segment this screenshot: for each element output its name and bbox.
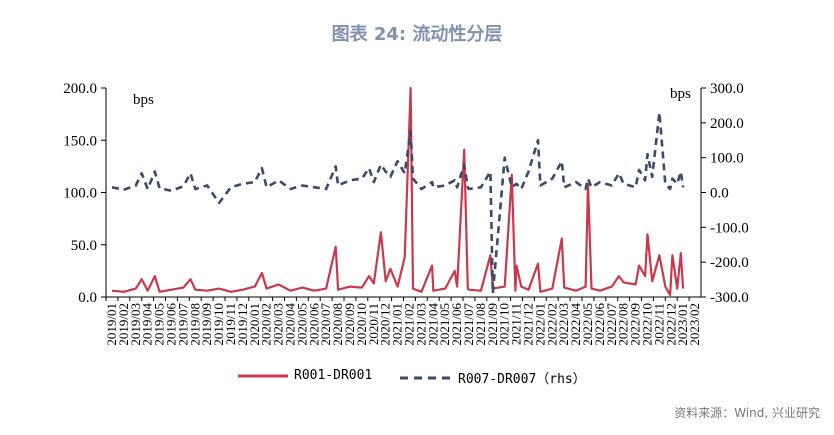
x-tick-label: 2020/01 (247, 303, 262, 346)
legend-item-r007-dr007: R007-DR007（rhs） (400, 368, 586, 387)
legend-swatch-dashed (400, 376, 452, 379)
x-tick-label: 2019/10 (211, 303, 226, 346)
x-tick-label: 2020/03 (271, 303, 286, 346)
series-line-r007-dr007 (111, 111, 685, 295)
chart-title: 图表 24: 流动性分层 (331, 24, 503, 45)
x-tick-label: 2022/04 (568, 303, 583, 346)
x-tick-label: 2023/01 (675, 303, 690, 346)
y-right-tick-label: 100.0 (710, 151, 744, 167)
x-tick-label: 2020/04 (282, 303, 297, 346)
x-tick-label: 2021/03 (413, 303, 428, 346)
y-left-unit: bps (133, 92, 154, 108)
y-right-tick-label: 300.0 (710, 81, 744, 97)
y-right-tick-label: -100.0 (710, 220, 749, 236)
x-tick-label: 2022/11 (651, 303, 666, 345)
x-tick-label: 2019/12 (235, 303, 250, 346)
x-tick-label: 2019/07 (175, 303, 190, 346)
x-tick-label: 2022/07 (604, 303, 619, 346)
legend: R001-DR001 R007-DR007（rhs） (0, 368, 834, 390)
x-tick-label: 2021/05 (437, 303, 452, 346)
x-tick-label: 2019/02 (116, 303, 131, 346)
x-tick-label: 2019/05 (152, 303, 167, 346)
y-left-tick-label: 200.0 (63, 81, 97, 97)
y-left-tick-label: 50.0 (71, 238, 97, 254)
x-tick-label: 2020/08 (330, 303, 345, 346)
x-tick-label: 2023/02 (687, 303, 702, 346)
x-tick-label: 2021/09 (485, 303, 500, 346)
x-tick-label: 2022/12 (663, 303, 678, 346)
x-tick-label: 2021/02 (401, 303, 416, 346)
y-left-tick-label: 150.0 (63, 133, 97, 149)
x-tick-label: 2020/02 (259, 303, 274, 346)
x-tick-label: 2022/09 (628, 303, 643, 346)
x-tick-label: 2019/04 (140, 303, 155, 346)
x-tick-label: 2020/05 (294, 303, 309, 346)
x-tick-label: 2020/09 (342, 303, 357, 346)
legend-label: R001-DR001 (294, 368, 373, 383)
x-tick-label: 2019/06 (163, 303, 178, 346)
x-tick-label: 2021/12 (520, 303, 535, 346)
x-tick-label: 2022/10 (639, 303, 654, 346)
legend-swatch-solid (238, 374, 288, 377)
y-right-tick-label: -200.0 (710, 255, 749, 271)
series-line-r001-dr001 (111, 86, 685, 296)
y-left-tick-label: 0.0 (78, 290, 97, 306)
x-tick-label: 2021/04 (425, 303, 440, 346)
y-left-tick-label: 100.0 (63, 186, 97, 202)
x-tick-label: 2022/01 (532, 303, 547, 346)
x-tick-label: 2022/05 (580, 303, 595, 346)
legend-item-r001-dr001: R001-DR001 (238, 368, 372, 383)
x-tick-label: 2020/06 (306, 303, 321, 346)
x-tick-label: 2021/10 (497, 303, 512, 346)
x-tick-label: 2020/07 (318, 303, 333, 346)
x-tick-label: 2020/12 (378, 303, 393, 346)
y-right-tick-label: -300.0 (710, 290, 749, 306)
chart-axes: 0.0 50.0 100.0 150.0 200.0 -300.0 -200.0 -100.0… (63, 81, 749, 346)
x-tick-label: 2020/10 (354, 303, 369, 346)
x-tick-label: 2022/03 (556, 303, 571, 346)
x-tick-label: 2021/11 (509, 303, 524, 345)
x-tick-label: 2021/08 (473, 303, 488, 346)
x-tick-label: 2021/06 (449, 303, 464, 346)
y-right-tick-label: 200.0 (710, 116, 744, 132)
x-tick-label: 2021/01 (390, 303, 405, 346)
y-right-unit: bps (670, 86, 691, 102)
x-tick-label: 2019/08 (187, 303, 202, 346)
legend-label: R007-DR007（rhs） (458, 372, 586, 387)
source-note: 资料来源：Wind, 兴业研究 (674, 406, 820, 420)
x-tick-label: 2019/11 (223, 303, 238, 345)
x-tick-label: 2022/02 (544, 303, 559, 346)
x-tick-label: 2019/01 (104, 303, 119, 346)
x-tick-label: 2022/06 (592, 303, 607, 346)
x-tick-label: 2022/08 (616, 303, 631, 346)
x-tick-label: 2019/09 (199, 303, 214, 346)
x-tick-label: 2021/07 (461, 303, 476, 346)
x-tick-label: 2019/03 (128, 303, 143, 346)
x-tick-label: 2020/11 (366, 303, 381, 345)
y-right-tick-label: 0.0 (710, 186, 729, 202)
chart-series-group (111, 86, 685, 296)
